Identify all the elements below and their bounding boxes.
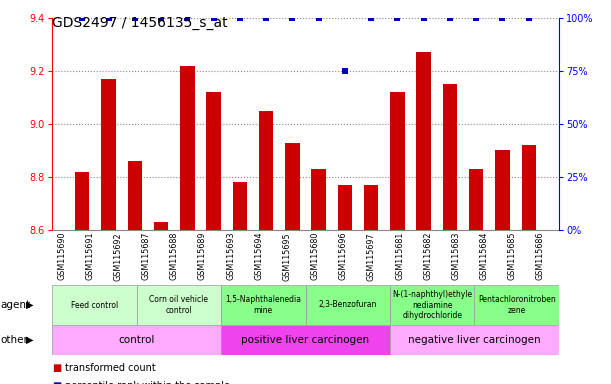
Bar bbox=[390, 92, 404, 230]
Bar bbox=[417, 53, 431, 230]
Text: positive liver carcinogen: positive liver carcinogen bbox=[241, 335, 370, 345]
Text: GSM115697: GSM115697 bbox=[367, 232, 376, 281]
Bar bbox=[101, 79, 115, 230]
Text: ▶: ▶ bbox=[26, 335, 33, 345]
Text: ■: ■ bbox=[52, 381, 61, 384]
Text: GSM115685: GSM115685 bbox=[508, 232, 517, 280]
Point bbox=[313, 15, 323, 21]
Point bbox=[497, 15, 507, 21]
Bar bbox=[221, 285, 306, 325]
Text: GSM115680: GSM115680 bbox=[310, 232, 320, 280]
Bar bbox=[207, 92, 221, 230]
Point bbox=[392, 15, 402, 21]
Bar bbox=[154, 222, 168, 230]
Point bbox=[130, 15, 140, 21]
Bar bbox=[52, 285, 136, 325]
Text: percentile rank within the sample: percentile rank within the sample bbox=[65, 381, 230, 384]
Point bbox=[156, 15, 166, 21]
Text: GSM115694: GSM115694 bbox=[254, 232, 263, 280]
Text: GSM115682: GSM115682 bbox=[423, 232, 432, 280]
Bar bbox=[390, 325, 559, 355]
Text: GSM115692: GSM115692 bbox=[114, 232, 122, 281]
Text: 1,5-Naphthalenedia
mine: 1,5-Naphthalenedia mine bbox=[225, 295, 301, 315]
Text: GSM115687: GSM115687 bbox=[142, 232, 150, 280]
Text: 2,3-Benzofuran: 2,3-Benzofuran bbox=[318, 301, 377, 310]
Point bbox=[419, 15, 428, 21]
Text: N-(1-naphthyl)ethyle
nediamine
dihydrochloride: N-(1-naphthyl)ethyle nediamine dihydroch… bbox=[392, 290, 472, 320]
Text: other: other bbox=[1, 335, 29, 345]
Text: GSM115695: GSM115695 bbox=[282, 232, 291, 281]
Bar bbox=[259, 111, 273, 230]
Point bbox=[183, 15, 192, 21]
Text: GSM115684: GSM115684 bbox=[480, 232, 489, 280]
Text: Feed control: Feed control bbox=[71, 301, 118, 310]
Bar bbox=[312, 169, 326, 230]
Text: ■: ■ bbox=[52, 363, 61, 373]
Bar bbox=[469, 169, 483, 230]
Text: Pentachloronitroben
zene: Pentachloronitroben zene bbox=[478, 295, 555, 315]
Bar bbox=[75, 172, 89, 230]
Bar bbox=[390, 285, 475, 325]
Bar bbox=[233, 182, 247, 230]
Text: GSM115691: GSM115691 bbox=[86, 232, 94, 280]
Bar bbox=[180, 66, 194, 230]
Point bbox=[78, 15, 87, 21]
Bar bbox=[364, 185, 378, 230]
Bar bbox=[52, 325, 221, 355]
Point bbox=[340, 68, 349, 74]
Bar bbox=[443, 84, 457, 230]
Text: GSM115683: GSM115683 bbox=[452, 232, 461, 280]
Bar bbox=[221, 325, 390, 355]
Point bbox=[524, 15, 533, 21]
Text: Corn oil vehicle
control: Corn oil vehicle control bbox=[149, 295, 208, 315]
Bar bbox=[306, 285, 390, 325]
Text: ▶: ▶ bbox=[26, 300, 33, 310]
Text: control: control bbox=[119, 335, 155, 345]
Text: negative liver carcinogen: negative liver carcinogen bbox=[408, 335, 541, 345]
Point bbox=[262, 15, 271, 21]
Point bbox=[235, 15, 245, 21]
Bar bbox=[128, 161, 142, 230]
Bar bbox=[136, 285, 221, 325]
Bar bbox=[475, 285, 559, 325]
Text: transformed count: transformed count bbox=[65, 363, 156, 373]
Point bbox=[471, 15, 481, 21]
Text: agent: agent bbox=[1, 300, 31, 310]
Point bbox=[288, 15, 298, 21]
Text: GSM115686: GSM115686 bbox=[536, 232, 545, 280]
Text: GDS2497 / 1456135_s_at: GDS2497 / 1456135_s_at bbox=[52, 16, 228, 30]
Bar bbox=[338, 185, 352, 230]
Text: GSM115689: GSM115689 bbox=[198, 232, 207, 280]
Point bbox=[209, 15, 219, 21]
Bar bbox=[522, 145, 536, 230]
Text: GSM115690: GSM115690 bbox=[57, 232, 66, 280]
Point bbox=[104, 15, 114, 21]
Text: GSM115693: GSM115693 bbox=[226, 232, 235, 280]
Text: GSM115681: GSM115681 bbox=[395, 232, 404, 280]
Text: GSM115696: GSM115696 bbox=[338, 232, 348, 280]
Point bbox=[445, 15, 455, 21]
Point bbox=[366, 15, 376, 21]
Text: GSM115688: GSM115688 bbox=[170, 232, 179, 280]
Bar bbox=[496, 151, 510, 230]
Bar bbox=[285, 142, 299, 230]
